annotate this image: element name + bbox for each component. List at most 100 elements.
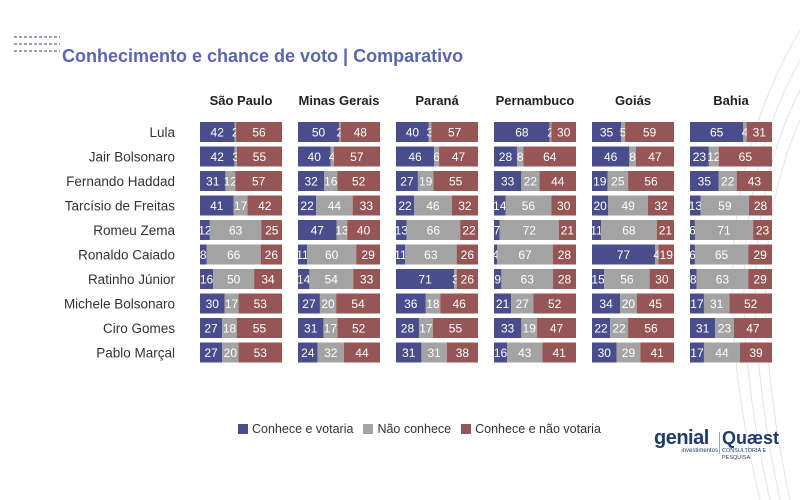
bar-segment [440,293,478,314]
data-label: 52 [352,322,366,336]
data-label: 49 [621,199,635,213]
data-label: 21 [561,224,575,238]
quaest-logo: Quæst CONSULTORIA E PESQUISA [722,428,792,462]
bar-segment [396,146,435,167]
data-label: 52 [548,297,562,311]
bar-segment [690,122,744,142]
data-label: 9 [494,273,501,287]
bar-segment [592,171,608,191]
bar-segment [499,220,559,240]
data-label: 41 [210,199,224,213]
bar-segment [352,195,380,216]
bar-segment [703,342,741,363]
bar-segment [353,269,380,289]
data-label: 33 [360,273,374,287]
bar-segment [454,269,457,289]
data-label: 16 [494,346,508,360]
legend-item-conhece-votaria: Conhece e votaria [238,422,353,436]
bar-segment [629,146,636,167]
state-header: Pernambuco [496,93,575,108]
bar-segment [222,342,239,363]
legend-item-nao-conhece: Não conhece [363,422,451,436]
logo-divider [719,432,720,454]
bar-segment [396,269,455,289]
bar-segment [298,244,308,265]
data-label: 14 [493,199,507,213]
bar-segment [238,342,282,363]
bar-segment [592,293,621,314]
data-label: 57 [350,150,364,164]
data-label: 55 [449,175,463,189]
bar-segment [592,318,611,338]
bar-segment [718,146,772,167]
bar-segment [658,244,674,265]
data-label: 77 [617,248,631,262]
bar-segment [200,342,223,363]
bar-segment [625,122,674,142]
data-label: 42 [211,150,225,164]
bar-segment [636,293,674,314]
bar-segment [494,342,508,363]
bar-segment [200,195,234,216]
data-label: 30 [598,346,612,360]
bar-segment [336,293,380,314]
bar-segment [428,122,432,142]
data-label: 42 [211,126,225,140]
bar-segment [396,244,406,265]
bar-segment [690,146,709,167]
data-label: 21 [659,224,673,238]
data-label: 17 [234,199,248,213]
data-label: 55 [449,322,463,336]
bar-segment [222,318,237,338]
data-label: 3 [232,150,239,164]
data-label: 43 [518,346,532,360]
bar-segment [439,146,478,167]
data-label: 31 [206,175,220,189]
data-label: 50 [227,273,241,287]
bar-segment [456,244,478,265]
bar-segment [690,220,695,240]
data-label: 8 [517,150,524,164]
bar-segment [690,269,697,289]
data-label: 31 [753,126,767,140]
data-label: 65 [739,150,753,164]
data-label: 27 [400,175,414,189]
data-label: 35 [698,175,712,189]
bar-segment [298,318,324,338]
data-label: 63 [521,273,535,287]
bar-segment [234,122,237,142]
data-label: 23 [693,150,707,164]
bar-segment [396,342,422,363]
data-label: 6 [433,150,440,164]
bar-segment [696,269,749,289]
bar-segment [323,318,338,338]
data-label: 27 [302,297,316,311]
bar-segment [319,293,337,314]
data-label: 13 [395,224,409,238]
bar-segment [432,318,478,338]
candidate-label: Tarcísio de Freitas [65,199,176,214]
data-label: 4 [492,248,499,262]
state-header: Paraná [415,93,459,108]
data-label: 65 [715,248,729,262]
bar-segment [224,293,239,314]
bar-segment [507,342,543,363]
data-label: 27 [204,322,218,336]
data-label: 30 [655,273,669,287]
data-label: 72 [523,224,537,238]
bar-segment [324,171,338,191]
data-label: 12 [198,224,212,238]
bar-segment [235,171,282,191]
bar-segment [298,220,337,240]
bar-segment [640,342,674,363]
data-label: 17 [690,297,704,311]
bar-segment [316,195,353,216]
bar-segment [620,293,637,314]
bar-segment [451,195,478,216]
genial-logo-subtitle: investimentos [681,448,718,454]
data-label: 33 [501,322,515,336]
data-label: 66 [227,248,241,262]
bar-segment [494,220,500,240]
bar-segment [635,146,674,167]
candidate-label: Ratinho Júnior [88,272,176,287]
